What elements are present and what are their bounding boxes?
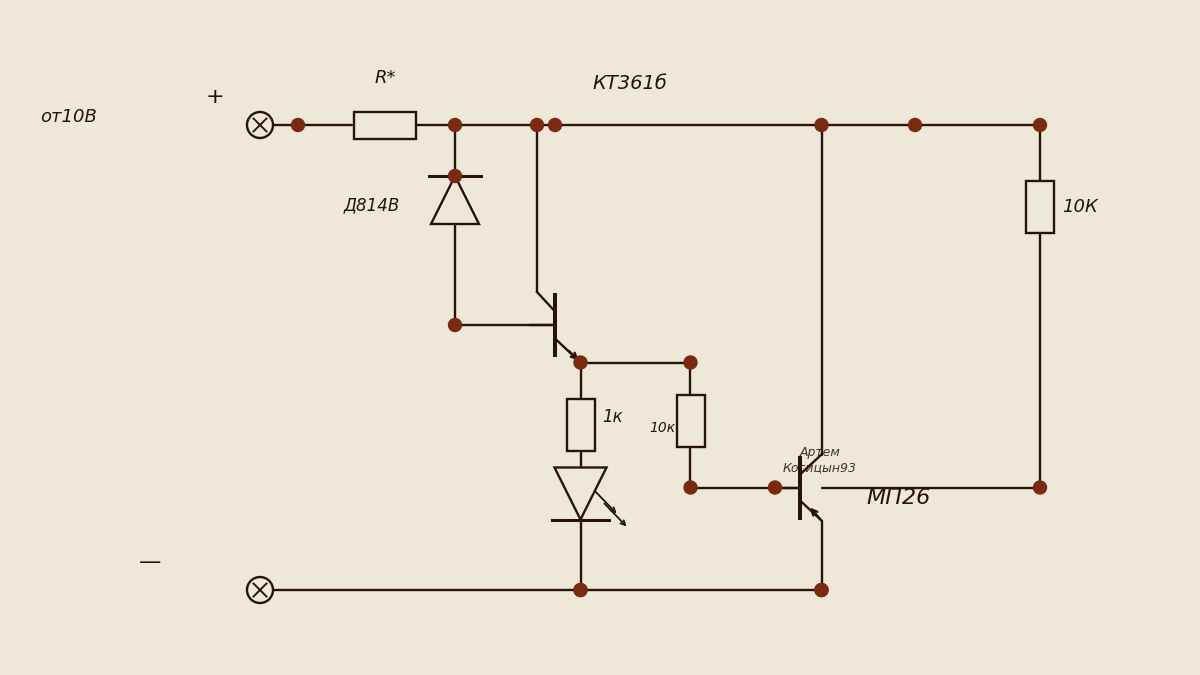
Text: R*: R*: [374, 69, 396, 87]
Circle shape: [684, 481, 697, 494]
Polygon shape: [431, 176, 479, 224]
Text: Артем
Косицын93: Артем Косицын93: [782, 446, 857, 474]
Circle shape: [574, 583, 587, 597]
Circle shape: [815, 583, 828, 597]
Circle shape: [1033, 119, 1046, 132]
Circle shape: [815, 583, 828, 597]
Circle shape: [1033, 481, 1046, 494]
Circle shape: [530, 119, 544, 132]
Circle shape: [908, 119, 922, 132]
Text: КТ361б: КТ361б: [593, 74, 667, 93]
Bar: [677, 394, 704, 446]
Bar: [354, 111, 416, 138]
Circle shape: [768, 481, 781, 494]
Bar: [1026, 181, 1054, 233]
Text: от10В: от10В: [40, 108, 97, 126]
Text: 1к: 1к: [602, 408, 623, 425]
Circle shape: [548, 119, 562, 132]
Circle shape: [574, 583, 587, 597]
Text: Д814В: Д814В: [343, 196, 400, 214]
Circle shape: [449, 319, 462, 331]
Bar: [566, 398, 594, 450]
Polygon shape: [554, 468, 606, 520]
Text: 10к: 10к: [649, 421, 676, 435]
Text: МП26: МП26: [866, 487, 931, 508]
Circle shape: [292, 119, 305, 132]
Circle shape: [815, 119, 828, 132]
Text: +: +: [205, 87, 224, 107]
Circle shape: [684, 356, 697, 369]
Text: 10К: 10К: [1062, 198, 1098, 216]
Circle shape: [449, 119, 462, 132]
Circle shape: [449, 169, 462, 182]
Text: —: —: [139, 552, 161, 572]
Circle shape: [574, 356, 587, 369]
